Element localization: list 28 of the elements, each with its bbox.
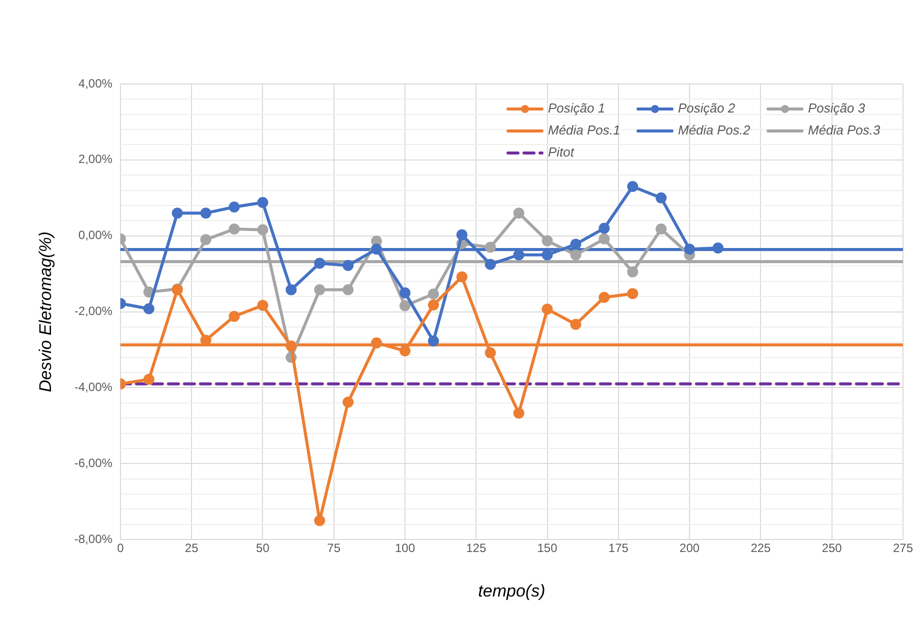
legend-label: Média Pos.3 (808, 122, 882, 138)
y-axis-title: Desvio Eletromag(%) (36, 231, 55, 392)
x-tick-label: 225 (750, 541, 772, 556)
legend-label: Posição 3 (808, 100, 866, 116)
legend-label: Pitot (548, 144, 576, 160)
x-tick-label: 150 (537, 541, 558, 556)
legend-label: Posição 1 (548, 100, 606, 116)
x-tick-label: 50 (256, 541, 270, 556)
x-tick-label: 100 (394, 541, 416, 556)
y-tick-label: -8,00% (74, 532, 113, 546)
x-axis-title: tempo(s) (478, 581, 546, 600)
y-tick-label: 4,00% (78, 76, 113, 90)
x-tick-label: 275 (892, 541, 914, 556)
y-tick-label: -4,00% (74, 380, 113, 394)
x-tick-label: 25 (184, 541, 199, 556)
x-tick-label: 0 (117, 541, 124, 556)
legend-label: Posição 2 (678, 100, 736, 116)
x-tick-label: 75 (327, 541, 341, 556)
y-tick-label: -6,00% (74, 456, 113, 470)
x-tick-label: 200 (680, 541, 700, 556)
legend-label: Média Pos.2 (678, 122, 752, 138)
x-tick-label: 175 (608, 541, 629, 556)
x-tick-label: 250 (822, 541, 842, 556)
legend-label: Média Pos.1 (548, 122, 620, 138)
y-tick-label: 2,00% (78, 152, 113, 166)
x-tick-label: 125 (466, 541, 486, 556)
y-tick-label: 0,00% (78, 228, 113, 242)
y-tick-label: -2,00% (74, 304, 113, 318)
